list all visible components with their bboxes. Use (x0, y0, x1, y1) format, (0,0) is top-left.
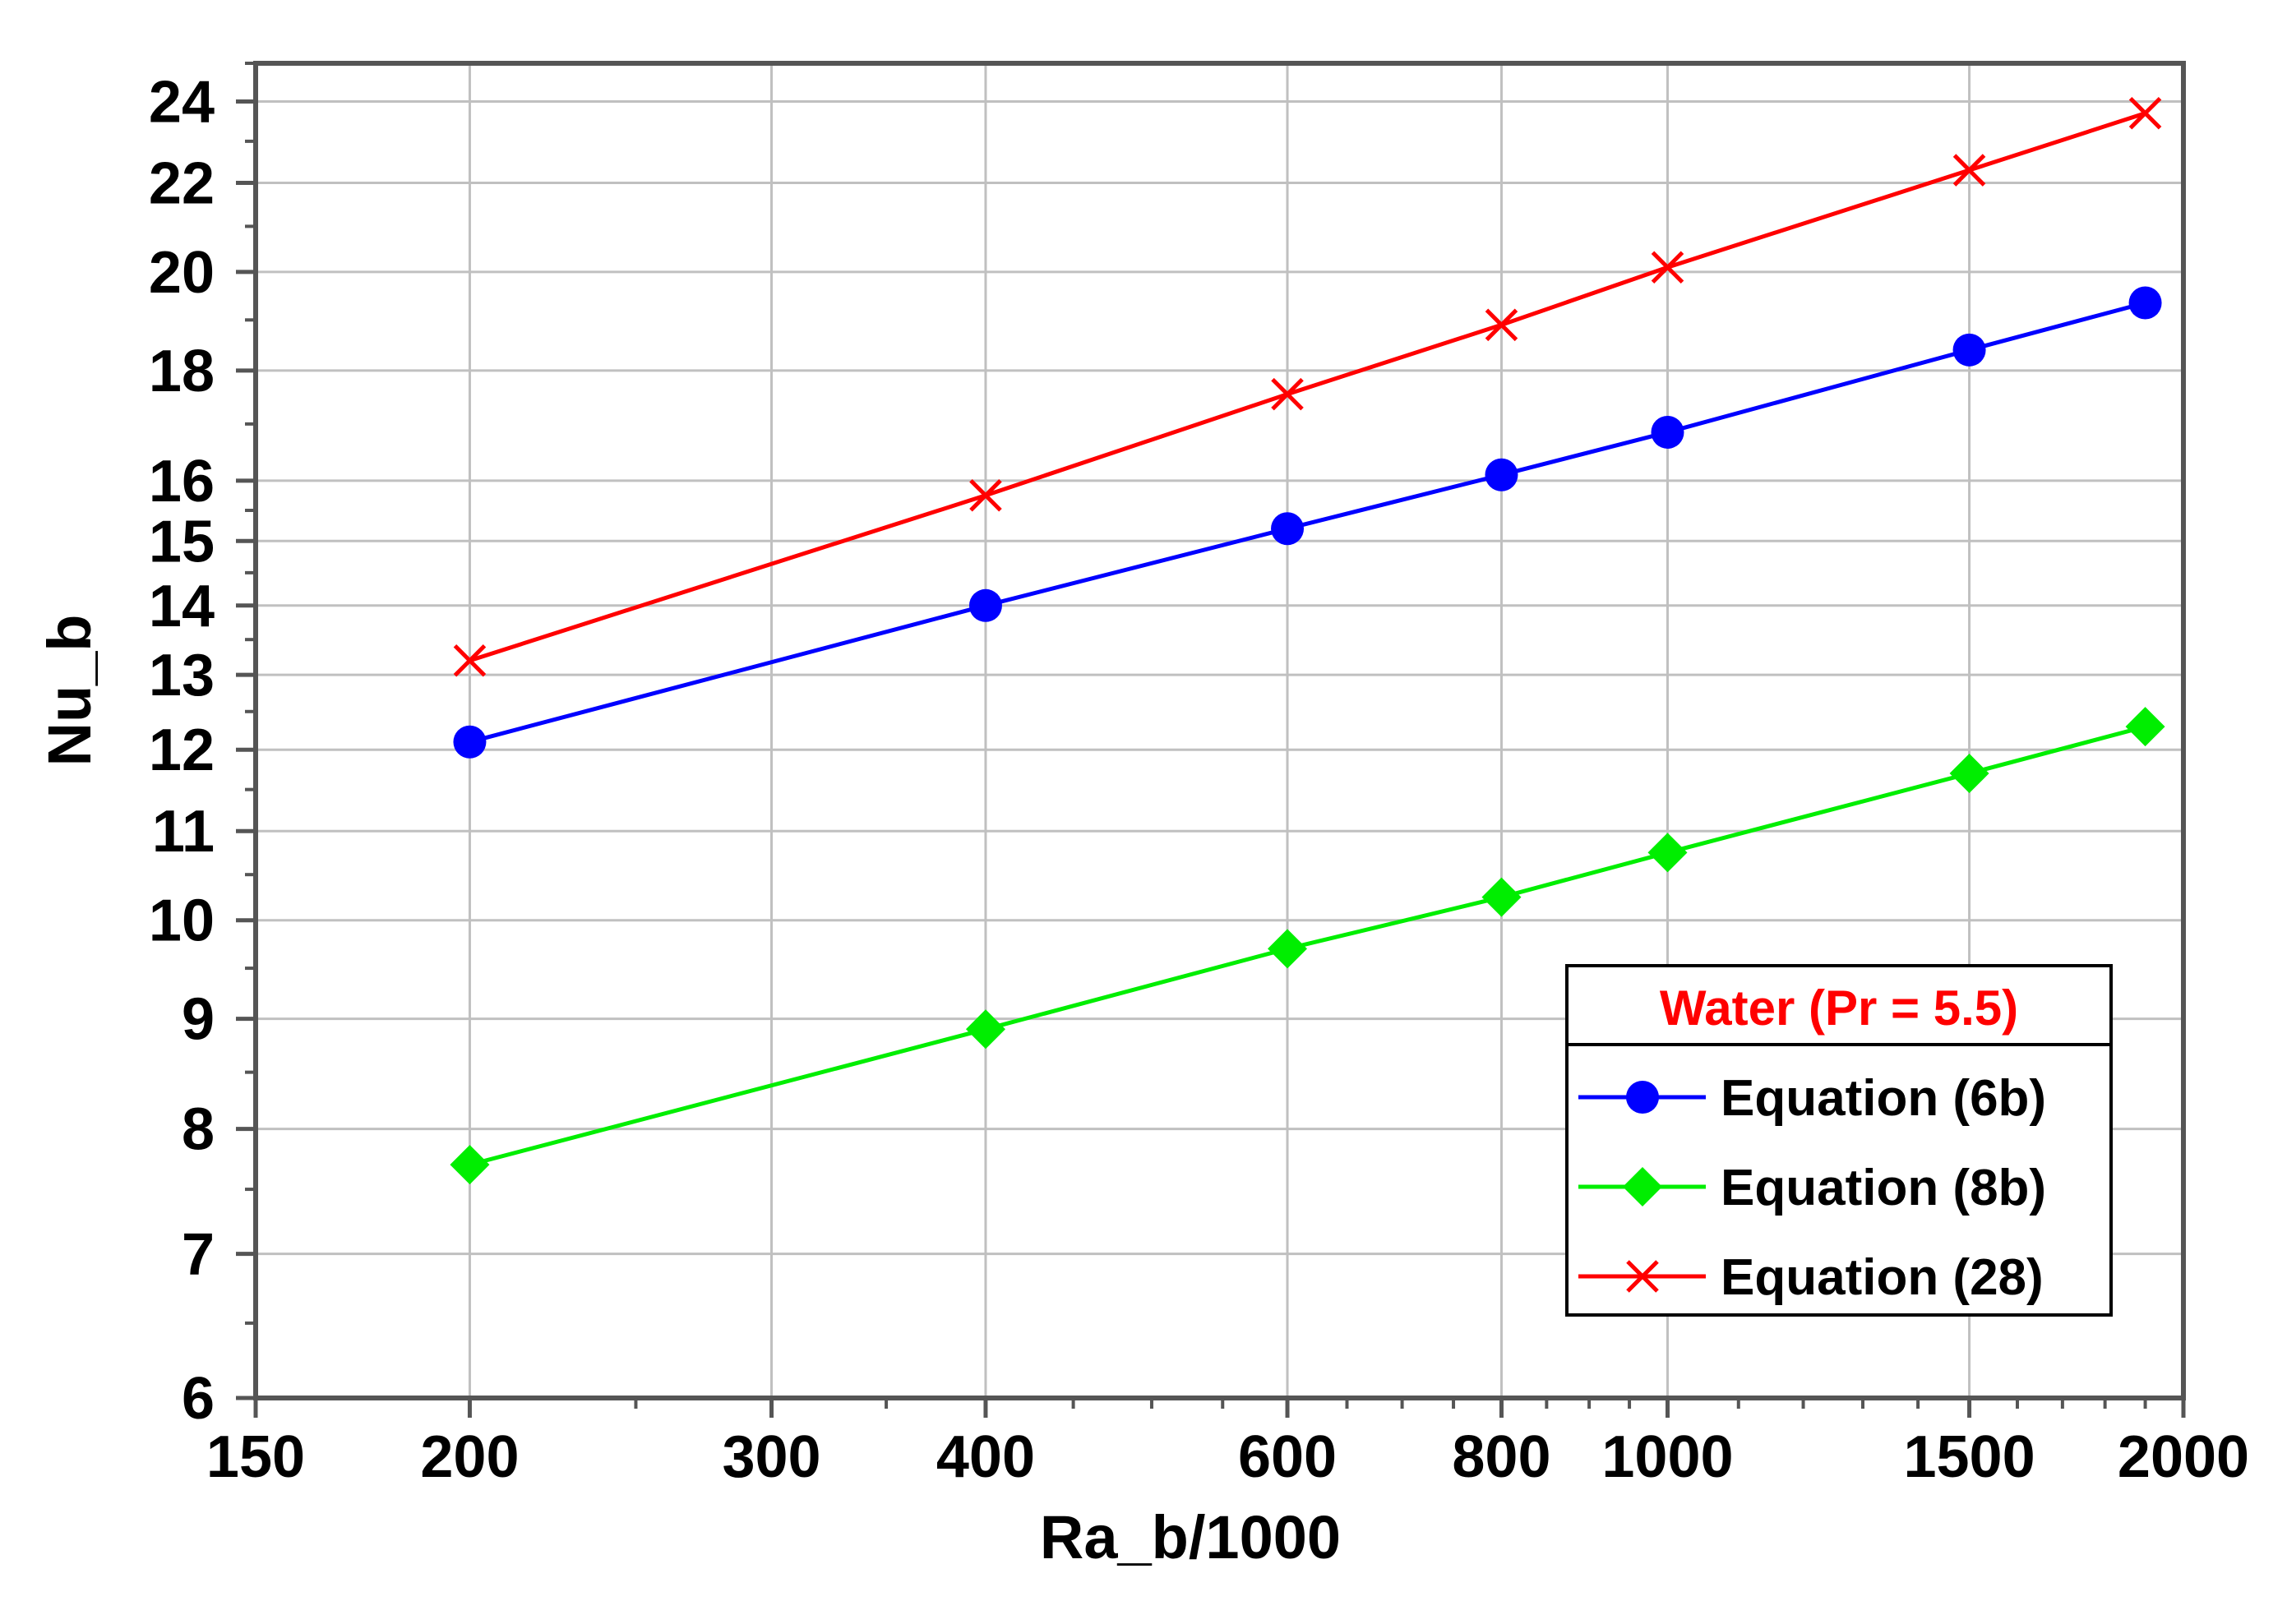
y-tick-label: 14 (149, 574, 215, 639)
y-tick-label: 24 (149, 69, 215, 135)
x-tick-label: 400 (936, 1424, 1035, 1490)
legend-title: Water (Pr = 5.5) (1660, 980, 2018, 1036)
legend-marker (1626, 1260, 1659, 1293)
y-tick-label: 20 (149, 240, 215, 306)
data-point (1651, 415, 1684, 449)
data-point (2125, 707, 2165, 747)
y-tick-label: 11 (152, 799, 215, 865)
x-tick-label: 300 (722, 1424, 820, 1490)
legend-entries: Equation (6b) Equation (8b) Equation (28) (1578, 1070, 2046, 1306)
series-1 (453, 286, 2162, 759)
legend-entry-1: Equation (6b) (1578, 1070, 2046, 1127)
data-point-stroke-b (2128, 97, 2162, 130)
y-tick-label: 8 (182, 1097, 215, 1163)
series-line (469, 301, 2146, 745)
tick-layer: 150 200 300 400 600 800 1000 1500 2000 6 7 8 9 10 11 12… (149, 62, 2249, 1490)
x-tick-label: 1000 (1601, 1424, 1733, 1490)
legend-entry-3: Equation (28) (1578, 1249, 2044, 1306)
y-tick-label: 12 (149, 717, 215, 783)
data-point (1647, 833, 1688, 873)
data-point (1268, 929, 1308, 969)
y-tick-label: 9 (182, 987, 215, 1053)
data-point (969, 479, 1002, 512)
x-tick-label: 800 (1452, 1424, 1550, 1490)
y-tick-label: 15 (149, 509, 215, 574)
x-axis-title: Ra_b/1000 (1040, 1503, 1341, 1571)
data-point-stroke-b (1271, 377, 1304, 411)
legend-marker (1626, 1081, 1659, 1114)
data-point (1952, 154, 1986, 187)
legend-box (1565, 964, 2113, 1317)
x-tick-label: 150 (206, 1424, 305, 1490)
legend-marker-stroke-b (1626, 1260, 1659, 1293)
data-point-stroke-b (1952, 154, 1986, 187)
data-point (1651, 251, 1684, 284)
data-point-stroke-b (453, 644, 487, 677)
y-tick-label: 18 (149, 339, 215, 404)
x-tick-label: 600 (1238, 1424, 1337, 1490)
legend: Water (Pr = 5.5) Equation (6b)Equation (… (1565, 964, 2113, 1317)
x-tick-label: 2000 (2118, 1424, 2249, 1490)
data-point (968, 588, 1002, 622)
data-point (453, 644, 487, 677)
legend-label: Equation (6b) (1721, 1070, 2046, 1127)
data-point (450, 1145, 490, 1185)
data-point-stroke-b (1485, 308, 1518, 342)
data-point (453, 725, 487, 759)
data-point (1949, 754, 1989, 794)
data-point (1271, 512, 1305, 546)
y-tick-label: 16 (149, 449, 215, 514)
plot-frame (253, 61, 2186, 1400)
series-line (469, 111, 2146, 663)
y-tick-label: 7 (182, 1222, 215, 1288)
data-point (1952, 333, 1986, 367)
data-point (1485, 308, 1518, 342)
legend-label: Equation (8b) (1721, 1160, 2046, 1216)
y-tick-label: 10 (149, 888, 215, 954)
x-tick-label: 1500 (1903, 1424, 2035, 1490)
data-point-stroke-b (1651, 251, 1684, 284)
data-point (2128, 97, 2162, 130)
y-tick-label: 13 (149, 643, 215, 708)
grid-layer (256, 63, 2183, 1398)
data-point (965, 1009, 1005, 1050)
data-point (2128, 286, 2162, 320)
legend-label: Equation (28) (1721, 1249, 2044, 1306)
data-point (1485, 458, 1518, 491)
series-layer (450, 97, 2165, 1185)
data-point-stroke-b (969, 479, 1002, 512)
x-tick-label: 200 (420, 1424, 519, 1490)
data-point (1271, 377, 1304, 411)
y-tick-label: 22 (149, 150, 215, 216)
y-tick-label: 6 (182, 1366, 215, 1432)
legend-marker (1623, 1167, 1662, 1206)
data-point (1481, 877, 1522, 917)
y-axis-title: Nu_b (35, 615, 104, 767)
legend-entry-2: Equation (8b) (1578, 1160, 2046, 1216)
series-2 (450, 707, 2165, 1185)
series-3 (453, 97, 2162, 677)
